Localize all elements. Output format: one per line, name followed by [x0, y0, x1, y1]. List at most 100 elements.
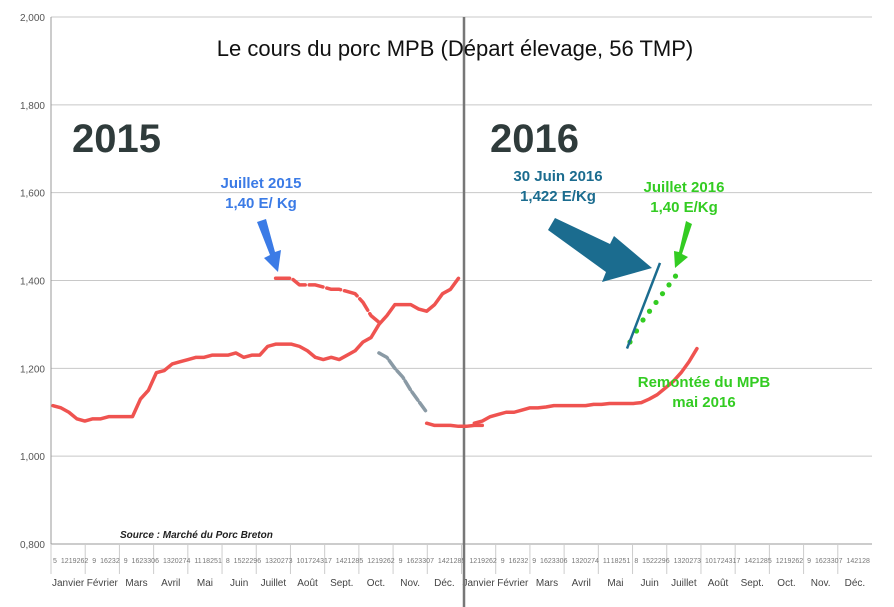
week-tick-label: 7: [328, 558, 332, 565]
month-label: Mai: [197, 578, 213, 589]
week-tick-label: 15: [234, 558, 242, 565]
week-tick-label: 8: [634, 558, 638, 565]
week-tick-label: 5: [768, 558, 772, 565]
y-tick-label: 2,000: [20, 13, 45, 24]
week-tick-label: 5: [359, 558, 363, 565]
annotation-juillet-2015: 1,40 E/ Kg: [225, 195, 297, 212]
week-tick-label: 9: [124, 558, 128, 565]
month-label: Oct.: [777, 578, 795, 589]
month-label: Nov.: [400, 578, 420, 589]
week-tick-label: 4: [595, 558, 599, 565]
y-axis: 0,800 1,000 1,200 1,400 1,600 1,800 2,000: [20, 13, 872, 551]
month-label: Sept.: [330, 578, 353, 589]
week-tick-label: 3: [697, 558, 701, 565]
week-tick-label: 24: [312, 558, 320, 565]
week-tick-label: 2: [116, 558, 120, 565]
week-tick-label: 27: [281, 558, 289, 565]
week-tick-label: 19: [69, 558, 77, 565]
week-tick-label: 2: [524, 558, 528, 565]
month-label: Août: [708, 578, 729, 589]
month-label: Déc.: [434, 578, 455, 589]
week-tick-label: 6: [155, 558, 159, 565]
week-tick-label: 23: [516, 558, 524, 565]
week-tick-label: 28: [454, 558, 462, 565]
week-tick-label: 20: [273, 558, 281, 565]
y-tick-label: 1,800: [20, 101, 45, 112]
month-label: Février: [497, 578, 529, 589]
month-label: Janvier: [52, 578, 85, 589]
week-tick-label: 9: [501, 558, 505, 565]
forecast-dot: [672, 273, 679, 279]
week-tick-label: 20: [171, 558, 179, 565]
week-tick-label: 27: [179, 558, 187, 565]
week-tick-label: 21: [854, 558, 862, 565]
chart-title: Le cours du porc MPB (Départ élevage, 56…: [217, 36, 693, 61]
week-tick-label: 16: [540, 558, 548, 565]
week-tick-label: 14: [744, 558, 752, 565]
week-tick-label: 7: [736, 558, 740, 565]
month-label: Déc.: [845, 578, 866, 589]
week-tick-label: 10: [297, 558, 305, 565]
annotation-remontee-mpb: mai 2016: [672, 394, 735, 411]
price-line-2015-decline: [377, 351, 429, 414]
week-tick-label: 19: [375, 558, 383, 565]
week-tick-label: 13: [674, 558, 682, 565]
week-tick-label: 8: [226, 558, 230, 565]
month-label: Avril: [161, 578, 180, 589]
week-tick-label: 12: [367, 558, 375, 565]
week-tick-label: 9: [807, 558, 811, 565]
week-tick-label: 16: [132, 558, 140, 565]
week-tick-label: 9: [92, 558, 96, 565]
y-tick-label: 1,200: [20, 364, 45, 375]
week-tick-label: 29: [658, 558, 666, 565]
week-tick-label: 31: [320, 558, 328, 565]
week-tick-label: 18: [202, 558, 210, 565]
price-line-2016: [472, 346, 699, 425]
week-tick-label: 26: [383, 558, 391, 565]
month-label: Juillet: [671, 578, 697, 589]
y-tick-label: 1,400: [20, 277, 45, 288]
week-tick-label: 2: [391, 558, 395, 565]
month-label: Oct.: [367, 578, 385, 589]
annotation-remontee-mpb: Remontée du MPB: [638, 374, 771, 391]
week-tick-label: 23: [823, 558, 831, 565]
week-tick-label: 28: [760, 558, 768, 565]
week-tick-label: 21: [344, 558, 352, 565]
month-label: Mars: [125, 578, 147, 589]
month-label: Août: [297, 578, 318, 589]
week-tick-label: 18: [611, 558, 619, 565]
annotation-30-juin-2016: 1,422 E/Kg: [520, 188, 596, 205]
annotations: Juillet 2015 1,40 E/ Kg 30 Juin 2016 1,422 …: [221, 168, 771, 411]
series-lines: [51, 262, 699, 429]
week-tick-label: 25: [210, 558, 218, 565]
year-label-2016: 2016: [490, 117, 579, 161]
week-tick-label: 29: [249, 558, 257, 565]
week-tick-label: 13: [571, 558, 579, 565]
week-tick-label: 23: [108, 558, 116, 565]
month-label: Mai: [607, 578, 623, 589]
gridlines: [51, 16, 872, 545]
week-tick-label: 14: [336, 558, 344, 565]
week-tick-label: 2: [493, 558, 497, 565]
week-tick-label: 23: [548, 558, 556, 565]
week-tick-label: 11: [194, 558, 201, 565]
week-tick-label: 7: [430, 558, 434, 565]
week-tick-label: 2: [84, 558, 88, 565]
week-tick-label: 4: [187, 558, 191, 565]
month-label: Juillet: [261, 578, 287, 589]
price-line-2015-h1: [51, 276, 461, 423]
arrow-icon: [674, 221, 692, 268]
week-tick-label: 14: [846, 558, 854, 565]
annotation-30-juin-2016: 30 Juin 2016: [513, 168, 602, 185]
target-line-2016: [625, 262, 662, 350]
week-tick-label: 11: [603, 558, 610, 565]
week-tick-label: 16: [815, 558, 823, 565]
week-tick-label: 15: [642, 558, 650, 565]
week-tick-label: 28: [862, 558, 870, 565]
week-tick-label: 30: [831, 558, 839, 565]
week-tick-label: 30: [422, 558, 430, 565]
week-tick-label: 12: [469, 558, 477, 565]
price-line-2015-december: [424, 421, 485, 429]
month-label: Avril: [572, 578, 591, 589]
month-label: Nov.: [811, 578, 831, 589]
